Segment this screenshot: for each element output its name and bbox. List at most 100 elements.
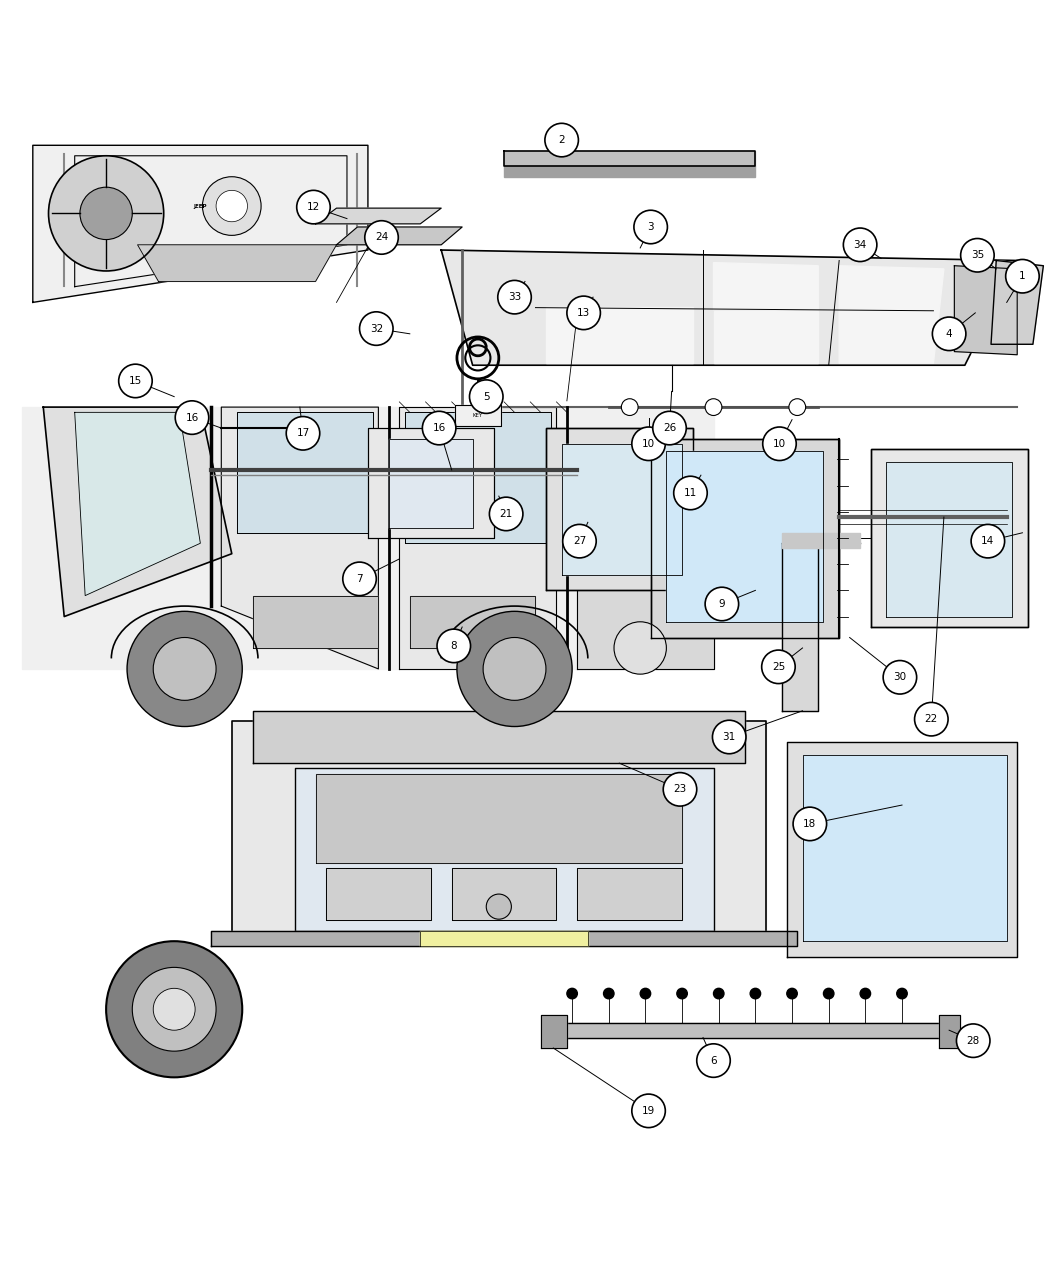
Polygon shape (399, 407, 556, 669)
Polygon shape (802, 755, 1007, 941)
Text: 10: 10 (773, 439, 786, 449)
Circle shape (563, 524, 596, 558)
Text: 16: 16 (186, 413, 198, 422)
Polygon shape (870, 449, 1028, 627)
Circle shape (971, 524, 1005, 558)
Circle shape (604, 988, 614, 998)
Circle shape (761, 650, 795, 683)
Circle shape (127, 611, 243, 727)
Circle shape (750, 988, 760, 998)
Circle shape (1006, 259, 1040, 293)
Text: 15: 15 (129, 376, 142, 386)
Polygon shape (886, 462, 1012, 617)
Circle shape (961, 238, 994, 272)
Text: 27: 27 (573, 537, 586, 546)
Polygon shape (410, 595, 536, 648)
Circle shape (860, 988, 870, 998)
Circle shape (80, 187, 132, 240)
Text: 22: 22 (925, 714, 938, 724)
Polygon shape (420, 931, 588, 946)
Text: 6: 6 (710, 1056, 717, 1066)
Text: 13: 13 (578, 307, 590, 317)
Circle shape (297, 190, 330, 224)
Circle shape (957, 1024, 990, 1057)
Polygon shape (578, 868, 682, 921)
Polygon shape (316, 774, 682, 863)
Circle shape (614, 622, 667, 674)
Circle shape (897, 988, 907, 998)
Text: 26: 26 (663, 423, 676, 434)
Circle shape (653, 412, 687, 445)
Polygon shape (441, 250, 1017, 365)
Text: 17: 17 (296, 428, 310, 439)
Text: 24: 24 (375, 232, 388, 242)
Circle shape (932, 317, 966, 351)
Text: 30: 30 (894, 672, 906, 682)
Polygon shape (991, 260, 1044, 344)
Circle shape (545, 124, 579, 157)
Circle shape (915, 703, 948, 736)
Circle shape (664, 773, 697, 806)
Polygon shape (714, 263, 818, 310)
Text: 33: 33 (508, 292, 521, 302)
Circle shape (786, 988, 797, 998)
Circle shape (483, 638, 546, 700)
Polygon shape (562, 444, 682, 575)
Circle shape (422, 412, 456, 445)
Text: 35: 35 (971, 250, 984, 260)
Polygon shape (253, 710, 744, 764)
Polygon shape (455, 405, 501, 426)
Text: 31: 31 (722, 732, 736, 742)
Circle shape (106, 941, 243, 1077)
Text: 11: 11 (684, 488, 697, 499)
Text: 1: 1 (1020, 272, 1026, 282)
Text: 21: 21 (500, 509, 512, 519)
Polygon shape (33, 145, 367, 302)
Text: KEY: KEY (472, 413, 483, 418)
Circle shape (632, 427, 666, 460)
Circle shape (706, 399, 722, 416)
Polygon shape (211, 931, 797, 946)
Circle shape (823, 988, 834, 998)
Polygon shape (939, 1015, 960, 1048)
Circle shape (634, 210, 668, 244)
Text: 28: 28 (967, 1035, 980, 1046)
Circle shape (706, 588, 738, 621)
Text: 3: 3 (648, 222, 654, 232)
Text: 8: 8 (450, 641, 457, 650)
Polygon shape (667, 451, 823, 622)
Polygon shape (138, 245, 336, 282)
Circle shape (359, 312, 393, 346)
Circle shape (883, 660, 917, 694)
Polygon shape (404, 412, 551, 543)
Circle shape (437, 629, 470, 663)
Polygon shape (388, 439, 472, 528)
Polygon shape (336, 227, 462, 245)
Circle shape (697, 1044, 730, 1077)
Polygon shape (578, 553, 714, 669)
Polygon shape (546, 306, 693, 363)
Circle shape (674, 477, 708, 510)
Text: 2: 2 (559, 135, 565, 145)
Polygon shape (651, 439, 839, 638)
Circle shape (567, 296, 601, 330)
Polygon shape (839, 265, 944, 363)
Polygon shape (327, 868, 430, 921)
Polygon shape (232, 722, 765, 941)
Polygon shape (546, 428, 693, 590)
Polygon shape (222, 407, 378, 669)
Text: 5: 5 (483, 391, 489, 402)
Circle shape (364, 221, 398, 254)
Polygon shape (43, 407, 232, 617)
Circle shape (216, 190, 248, 222)
Circle shape (789, 399, 805, 416)
Text: 16: 16 (433, 423, 446, 434)
Circle shape (622, 399, 638, 416)
Polygon shape (714, 311, 818, 363)
Polygon shape (504, 166, 755, 177)
Polygon shape (368, 428, 494, 538)
Circle shape (132, 968, 216, 1051)
Circle shape (793, 807, 826, 840)
Polygon shape (316, 208, 441, 224)
Circle shape (153, 988, 195, 1030)
